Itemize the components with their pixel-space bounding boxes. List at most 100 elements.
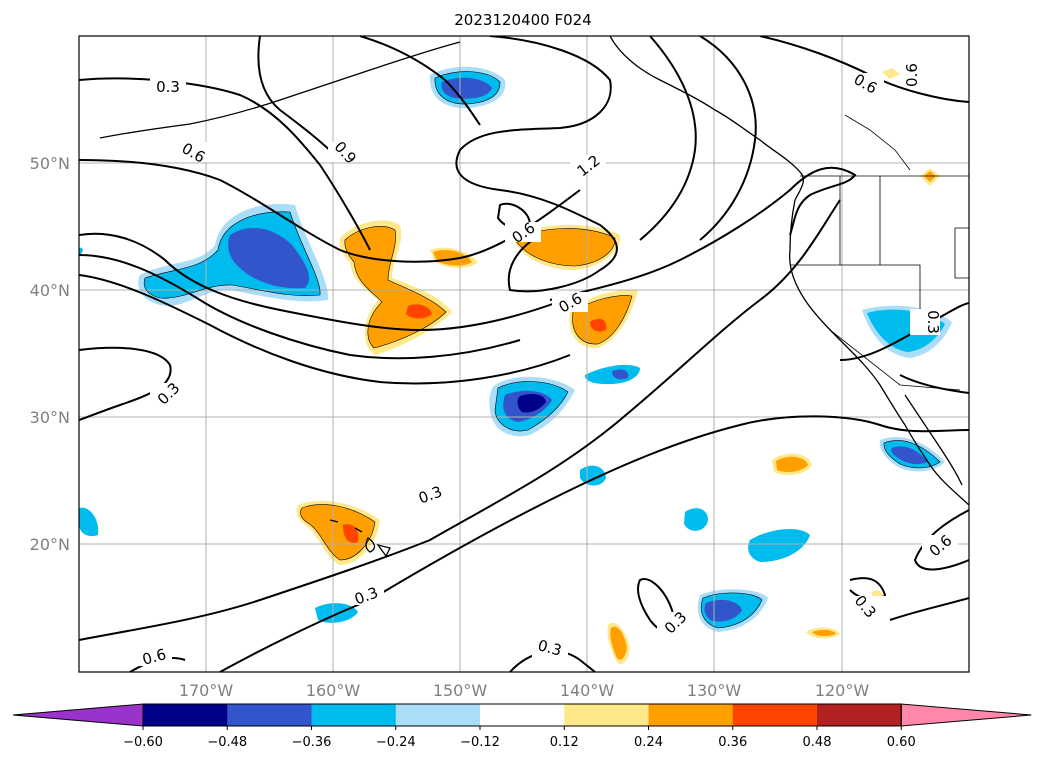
colorbar-tick-label: 0.48 — [803, 735, 832, 750]
contour-line — [889, 597, 969, 621]
pos-anomaly-blob — [924, 171, 936, 182]
neg-anomaly-blob — [441, 77, 492, 99]
colorbar-segment — [732, 704, 818, 726]
contour-line — [699, 36, 757, 241]
colorbar-segments — [12, 703, 1032, 730]
neg-anomaly-blob — [891, 446, 928, 465]
contour-label-bg — [328, 142, 364, 162]
contour-label-bg — [905, 62, 935, 88]
neg-anomaly-blob — [684, 508, 708, 531]
lat-label: 30°N — [30, 408, 70, 427]
contour-label-bg — [412, 484, 448, 504]
anomaly-outline — [300, 504, 376, 561]
colorbar-tick-label: 0.60 — [887, 735, 916, 750]
contour-line — [79, 346, 172, 421]
contour-label-bg — [910, 309, 940, 335]
map-frame — [78, 35, 970, 673]
lat-label: 40°N — [30, 281, 70, 300]
colorbar-tick-label: −0.60 — [123, 735, 163, 750]
colorbar-segment — [480, 704, 565, 726]
colorbar-segment — [143, 704, 228, 726]
contour-line — [257, 36, 341, 161]
contour-line — [359, 36, 481, 126]
contour-line — [79, 232, 591, 332]
colorbar-segment — [311, 704, 397, 726]
coastline-west-coast — [789, 199, 969, 506]
anomaly-outline — [572, 295, 633, 345]
colorbar-tick-label: 0.36 — [718, 735, 747, 750]
neg-anomaly-blob — [748, 528, 810, 562]
border-state — [954, 227, 969, 279]
pos-anomaly-blob — [343, 524, 359, 543]
neg-anomaly-blob — [228, 227, 310, 289]
contour-label-bg — [570, 155, 606, 175]
border-state — [844, 114, 911, 171]
anomaly-outline — [434, 71, 501, 105]
contour-line — [219, 415, 969, 672]
anomaly-outline — [700, 592, 763, 629]
contour-label-bg — [176, 142, 212, 162]
colorbar-tick-label: 0.12 — [550, 735, 579, 750]
colorbar-extend-low — [12, 703, 144, 727]
contour-label-bg — [532, 637, 568, 657]
colorbar-tick-label: 0.24 — [634, 735, 663, 750]
pos-anomaly-blob — [590, 318, 607, 332]
contour-label-bg — [348, 585, 384, 605]
contour-line — [549, 166, 857, 301]
lat-label: 20°N — [30, 535, 70, 554]
contour-line — [79, 254, 521, 360]
coastline-baja — [904, 394, 963, 486]
neg-anomaly-blob — [517, 394, 546, 413]
contour-label-bg — [136, 646, 172, 666]
contour-label: 0.3 — [156, 78, 180, 96]
lon-label: 140°W — [560, 681, 615, 700]
lat-label: 50°N — [30, 154, 70, 173]
gridlines — [79, 36, 969, 672]
coastline-alaska — [609, 36, 804, 201]
colorbar: −0.60 −0.48 −0.36 −0.24 −0.12 0.12 0.24 … — [12, 703, 1032, 750]
lon-label: 120°W — [815, 681, 870, 700]
contour-label-bg — [552, 292, 588, 312]
coastline-hawaii — [329, 519, 391, 558]
coastline-aleutians — [99, 41, 461, 139]
neg-anomaly-blob — [612, 369, 629, 380]
neg-anomaly-blob — [79, 507, 99, 537]
anomaly-outline — [883, 440, 941, 469]
colorbar-segment — [395, 704, 481, 726]
colorbar-tick-label: −0.12 — [460, 735, 500, 750]
contour-label-bg — [150, 76, 186, 96]
colorbar-tick-label: −0.48 — [207, 735, 247, 750]
coastlines — [99, 36, 969, 558]
contour-label: 0.6 — [903, 63, 921, 87]
contour-line — [79, 159, 581, 263]
pos-anomaly-blob — [433, 250, 472, 266]
pos-anomaly-blob — [882, 68, 900, 79]
contour-label-bg — [657, 612, 693, 632]
contour-label: 0.3 — [536, 636, 564, 660]
contour-line — [509, 650, 596, 672]
lon-label: 170°W — [179, 681, 234, 700]
contour-label-bg — [922, 535, 958, 555]
anomaly-outline — [514, 228, 616, 267]
contour-label-bg — [852, 596, 888, 616]
lon-label: 150°W — [433, 681, 488, 700]
longitude-labels: 170°W 160°W 150°W 140°W 130°W 120°W — [179, 681, 870, 700]
anomaly-outlines — [143, 71, 941, 629]
contour-label-bg — [848, 73, 884, 93]
contour-label-bg — [150, 383, 186, 403]
neg-anomaly-blob — [79, 247, 83, 255]
contour-label: 0.3 — [924, 310, 942, 334]
colorbar-segment — [648, 704, 734, 726]
colorbar-segment — [227, 704, 312, 726]
pos-anomaly-blob — [610, 626, 627, 660]
contour-line — [899, 374, 969, 394]
latitude-labels: 50°N 40°N 30°N 20°N — [30, 154, 70, 554]
contour-line — [913, 509, 969, 571]
contour-line — [455, 36, 618, 293]
map-background — [79, 36, 969, 672]
figure-title: 2023120400 F024 — [454, 11, 591, 29]
colorbar-extend-high — [900, 703, 1032, 727]
contour-line — [79, 274, 571, 385]
contour-line — [79, 199, 841, 641]
